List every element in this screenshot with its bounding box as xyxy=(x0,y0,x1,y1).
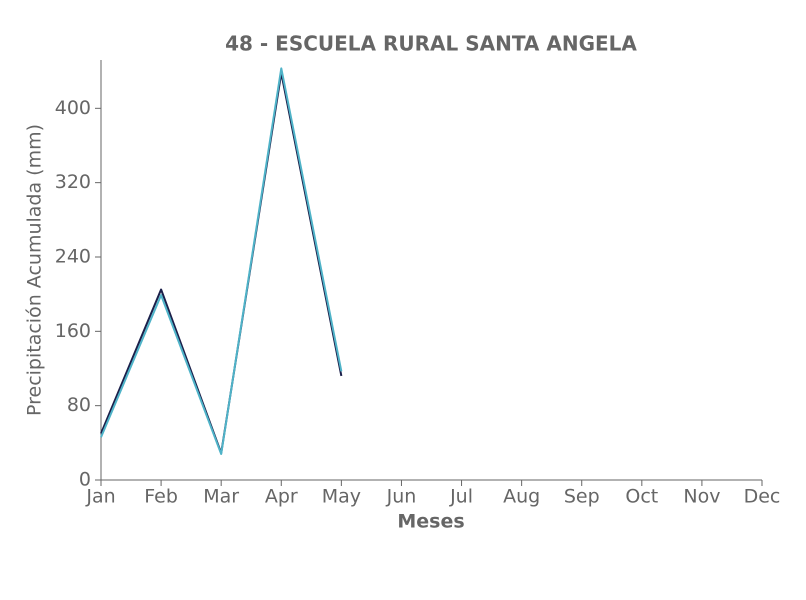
y-axis-title: Precipitación Acumulada (mm) xyxy=(24,124,46,416)
chart-title: 48 - ESCUELA RURAL SANTA ANGELA xyxy=(225,32,637,56)
x-tick-label: Dec xyxy=(744,486,781,508)
x-tick-label: Jun xyxy=(386,486,417,508)
x-tick-label: Sep xyxy=(564,486,600,508)
y-tick-label: 320 xyxy=(55,171,91,193)
x-tick-label: Mar xyxy=(203,486,239,508)
x-tick-label: Aug xyxy=(503,486,540,508)
y-tick-label: 0 xyxy=(79,469,91,491)
x-tick-label: Apr xyxy=(265,486,298,508)
y-tick-label: 240 xyxy=(55,245,91,267)
y-tick-label: 80 xyxy=(67,394,91,416)
y-tick-label: 160 xyxy=(55,320,91,342)
x-tick-label: Jul xyxy=(449,486,473,508)
line-series xyxy=(100,67,343,455)
x-tick-label: Feb xyxy=(144,486,178,508)
x-tick-label: May xyxy=(322,486,361,508)
x-tick-label: Jan xyxy=(85,486,115,508)
x-axis-title: Meses xyxy=(397,511,464,533)
y-tick-label: 400 xyxy=(55,97,91,119)
x-tick-label: Nov xyxy=(683,486,720,508)
line-series xyxy=(100,72,343,455)
x-tick-label: Oct xyxy=(625,486,658,508)
